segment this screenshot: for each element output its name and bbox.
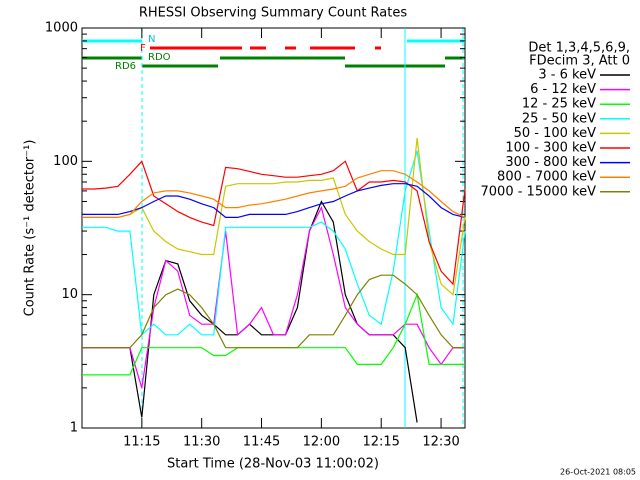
x-tick-label: 11:45 [243, 435, 280, 450]
x-tick-label: 12:00 [303, 435, 340, 450]
flag-label: RD6 [115, 61, 136, 72]
x-axis-label: Start Time (28-Nov-03 11:00:02) [167, 457, 379, 472]
y-tick-label: 1000 [45, 21, 78, 36]
legend-label: 3 - 6 keV [538, 68, 596, 83]
timestamp: 26-Oct-2021 08:05 [560, 468, 636, 477]
series-line [82, 137, 466, 296]
legend-header: FDecim 3, Att 0 [529, 54, 630, 69]
legend-header: Det 1,3,4,5,6,9, [528, 41, 630, 56]
legend-label: 100 - 300 keV [505, 141, 596, 156]
plot-frame [81, 27, 466, 429]
y-tick-label: 10 [61, 287, 78, 302]
y-tick-label: 100 [53, 154, 78, 169]
legend-label: 7000 - 15000 keV [481, 184, 597, 199]
flag-label: RDO [148, 52, 171, 63]
chart-title: RHESSI Observing Summary Count Rates [139, 6, 408, 21]
series-line [82, 150, 466, 337]
series-line [82, 183, 466, 218]
legend-label: 12 - 25 keV [522, 97, 596, 112]
series-line [82, 205, 465, 389]
flag-label: N [148, 34, 155, 45]
legend-label: 50 - 100 keV [514, 126, 597, 141]
legend-label: 25 - 50 keV [522, 111, 596, 126]
y-axis-label: Count Rate (s⁻¹ detector⁻¹) [23, 140, 38, 317]
legend-label: 800 - 7000 keV [497, 170, 596, 185]
x-tick-label: 11:15 [123, 435, 160, 450]
y-tick-label: 1 [70, 421, 78, 436]
series-line [82, 170, 466, 218]
series-line [82, 274, 465, 349]
series-line [82, 160, 466, 286]
flag-label: F [140, 43, 146, 54]
x-tick-label: 11:30 [183, 435, 220, 450]
x-tick-label: 12:30 [422, 435, 459, 450]
legend-label: 300 - 800 keV [505, 155, 596, 170]
legend-label: 6 - 12 keV [530, 82, 596, 97]
x-tick-label: 12:15 [362, 435, 399, 450]
